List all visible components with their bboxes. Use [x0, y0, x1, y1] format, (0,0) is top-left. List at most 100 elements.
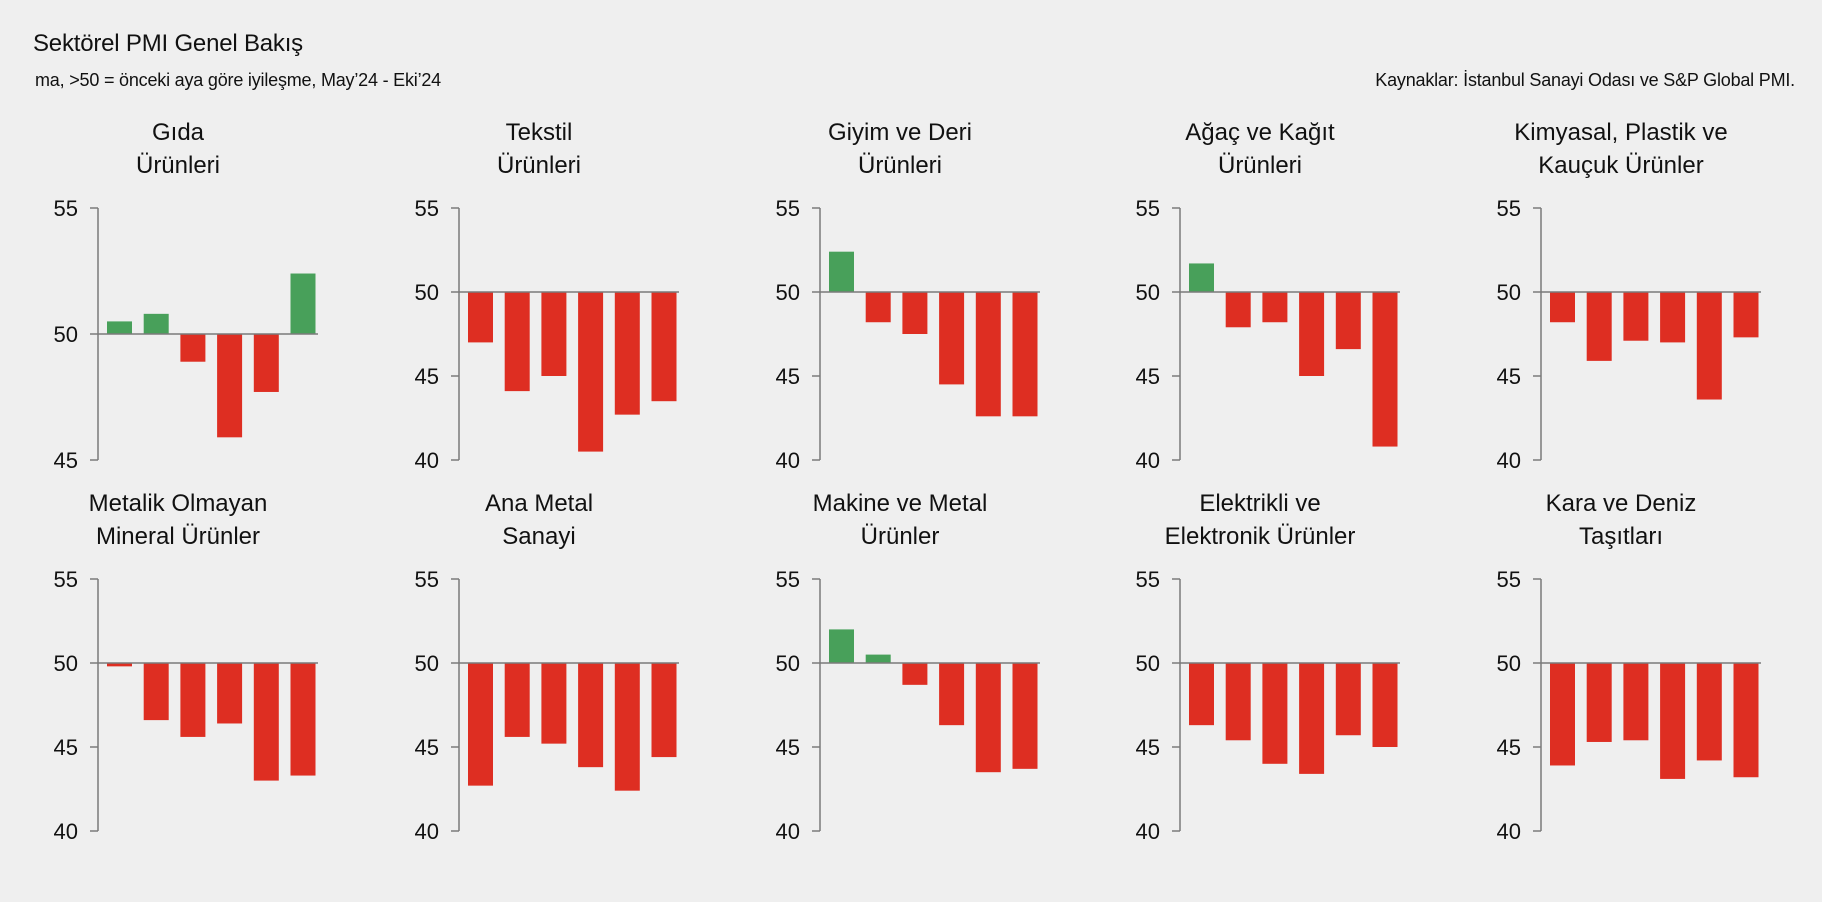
bar: [468, 292, 493, 343]
y-tick-label: 50: [776, 280, 800, 305]
bar: [180, 334, 206, 362]
bar: [253, 334, 279, 392]
y-tick-label: 55: [54, 196, 78, 221]
chart-title-line: Ürünleri: [497, 152, 581, 179]
y-tick-label: 45: [1136, 364, 1160, 389]
y-tick-label: 50: [1497, 280, 1521, 305]
bar: [651, 292, 677, 402]
chart-panel: Kimyasal, Plastik ve Kauçuk Ürünler 40 45 50…: [1497, 119, 1761, 473]
bar: [865, 654, 891, 663]
bar: [614, 663, 640, 791]
chart-title-line: Mineral Ürünler: [96, 523, 260, 550]
y-tick-label: 40: [1497, 448, 1521, 473]
y-tick-label: 50: [1136, 280, 1160, 305]
bar: [143, 313, 169, 334]
bar: [1189, 263, 1214, 292]
bar: [1262, 663, 1288, 764]
bar: [829, 251, 854, 292]
y-tick-label: 50: [54, 322, 78, 347]
bar: [1696, 663, 1722, 761]
bar: [939, 663, 965, 726]
y-tick-label: 40: [1136, 448, 1160, 473]
chart-title-line: Kauçuk Ürünler: [1538, 152, 1703, 179]
bar: [1372, 663, 1398, 747]
y-tick-label: 50: [1136, 651, 1160, 676]
bar: [1012, 663, 1038, 769]
bar: [1623, 663, 1649, 741]
bar: [504, 663, 530, 737]
chart-title-line: Ana Metal: [485, 490, 593, 517]
bar: [143, 663, 169, 721]
chart-title-line: Taşıtları: [1579, 523, 1663, 550]
bar: [1189, 663, 1214, 726]
y-tick-label: 50: [776, 651, 800, 676]
chart-panel: Metalik Olmayan Mineral Ürünler 40 45 50 55: [54, 490, 318, 844]
bar: [829, 629, 854, 663]
bar: [180, 663, 206, 737]
chart-panel: Tekstil Ürünleri 40 45 50 55: [415, 119, 679, 473]
bar: [1733, 663, 1759, 778]
bar: [578, 663, 604, 768]
y-tick-label: 50: [415, 280, 439, 305]
source-note: Kaynaklar: İstanbul Sanayi Odası ve S&P …: [1375, 70, 1795, 90]
y-tick-label: 55: [1136, 196, 1160, 221]
y-tick-label: 50: [1497, 651, 1521, 676]
y-tick-label: 45: [1497, 735, 1521, 760]
bar: [865, 292, 891, 323]
y-tick-label: 55: [776, 567, 800, 592]
y-tick-label: 55: [1497, 196, 1521, 221]
chart-panel: Gıda Ürünleri 45 50 55: [54, 119, 318, 473]
bar: [253, 663, 279, 781]
bar: [1299, 292, 1325, 376]
y-tick-label: 45: [54, 735, 78, 760]
y-tick-label: 40: [415, 448, 439, 473]
chart-title-line: Gıda: [152, 119, 205, 146]
y-tick-label: 40: [415, 819, 439, 844]
bar: [651, 663, 677, 758]
chart-title-line: Kimyasal, Plastik ve: [1514, 119, 1727, 146]
chart-title-line: Metalik Olmayan: [89, 490, 268, 517]
bar: [975, 663, 1001, 773]
y-tick-label: 45: [776, 364, 800, 389]
chart-title-line: Tekstil: [506, 119, 573, 146]
page-subtitle: ma, >50 = önceki aya göre iyileşme, May’…: [35, 70, 441, 90]
bar: [1586, 663, 1612, 742]
bar: [1335, 292, 1361, 350]
bar: [1586, 292, 1612, 361]
chart-title-line: Ağaç ve Kağıt: [1185, 119, 1335, 146]
chart-panel: Makine ve Metal Ürünler 40 45 50 55: [776, 490, 1040, 844]
chart-title-line: Ürünleri: [858, 152, 942, 179]
bar: [1550, 663, 1575, 766]
y-tick-label: 45: [54, 448, 78, 473]
chart-title-line: Sanayi: [502, 523, 575, 550]
chart-title-line: Giyim ve Deri: [828, 119, 972, 146]
bar: [1550, 292, 1575, 323]
chart-panel: Kara ve Deniz Taşıtları 40 45 50 55: [1497, 490, 1761, 844]
bar: [1262, 292, 1288, 323]
y-tick-label: 40: [54, 819, 78, 844]
bar: [290, 663, 316, 776]
chart-title-line: Elektrikli ve: [1199, 490, 1320, 517]
y-tick-label: 50: [415, 651, 439, 676]
y-tick-label: 45: [1136, 735, 1160, 760]
bar: [939, 292, 965, 385]
bar: [614, 292, 640, 415]
bar: [504, 292, 530, 392]
bar: [1623, 292, 1649, 341]
bar: [1225, 292, 1251, 328]
chart-title-line: Ürünler: [861, 523, 940, 550]
bar: [578, 292, 604, 452]
bar: [1372, 292, 1398, 447]
bar: [902, 292, 928, 334]
bar: [1696, 292, 1722, 400]
page-title: Sektörel PMI Genel Bakış: [33, 30, 303, 57]
y-tick-label: 55: [1136, 567, 1160, 592]
y-tick-label: 45: [776, 735, 800, 760]
chart-panel: Giyim ve Deri Ürünleri 40 45 50 55: [776, 119, 1040, 473]
bar: [902, 663, 928, 685]
y-tick-label: 40: [1136, 819, 1160, 844]
y-tick-label: 45: [415, 735, 439, 760]
chart-panel: Ağaç ve Kağıt Ürünleri 40 45 50 55: [1136, 119, 1400, 473]
bar: [975, 292, 1001, 417]
